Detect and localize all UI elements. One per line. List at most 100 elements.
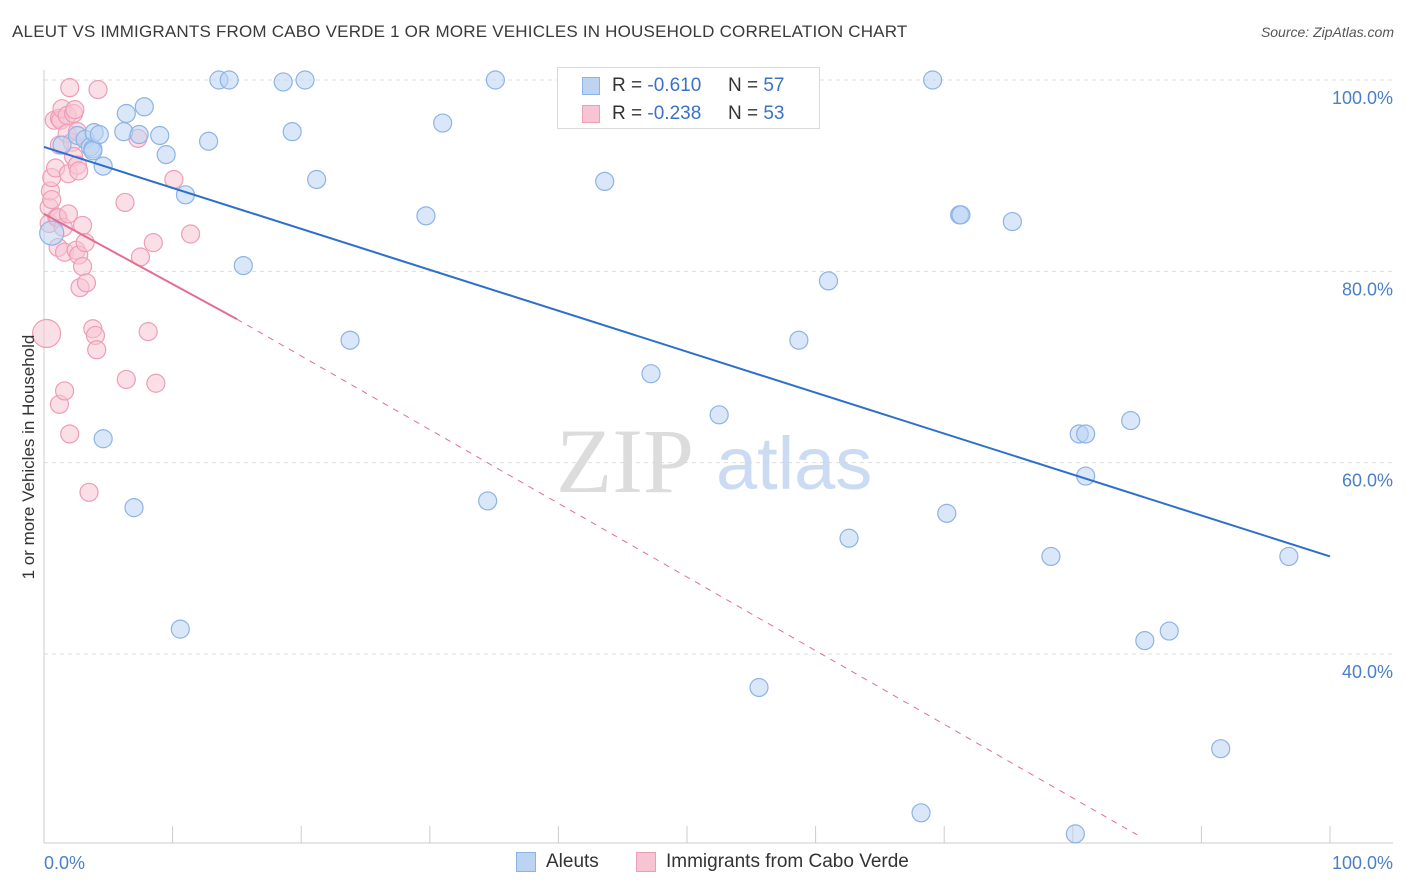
- cabo-verde-point: [79, 482, 99, 502]
- bottom-legend: Aleuts Immigrants from Cabo Verde: [0, 851, 1406, 879]
- aleut-point: [233, 255, 253, 276]
- legend-r-value-aleuts: -0.610: [647, 75, 702, 96]
- legend-r-label: R =: [612, 75, 643, 96]
- legend-item-aleuts[interactable]: Aleuts: [516, 851, 599, 873]
- legend-item-cabo-verde[interactable]: Immigrants from Cabo Verde: [636, 851, 909, 873]
- cabo-verde-point: [115, 192, 135, 213]
- aleut-point: [416, 206, 436, 226]
- legend-r-value-cabo-verde: -0.238: [647, 103, 702, 124]
- cabo-verde-point: [72, 256, 93, 277]
- y-tick-label: 40.0%: [1342, 662, 1393, 682]
- cabo-verde-point: [76, 273, 97, 293]
- source-label: Source: ZipAtlas.com: [1260, 24, 1394, 40]
- aleut-point: [839, 528, 859, 548]
- aleut-point: [433, 113, 453, 133]
- legend-swatch-aleuts: [516, 852, 536, 872]
- tick-labels: 100.0% 80.0% 60.0% 40.0% 0.0% 100.0%: [44, 88, 1393, 873]
- aleut-point: [199, 131, 219, 151]
- aleut-point: [1135, 631, 1155, 651]
- aleut-point: [485, 70, 505, 90]
- watermark-zip: ZIP: [556, 410, 694, 512]
- aleut-point: [1121, 410, 1141, 431]
- legend-n-value-aleuts: 57: [763, 75, 785, 96]
- aleut-point: [307, 169, 327, 190]
- aleut-point: [641, 364, 661, 384]
- grid-lines: [44, 79, 1393, 655]
- cabo-verde-trendline-extension: [236, 318, 1138, 836]
- cabo-verde-point: [60, 424, 80, 444]
- aleut-trendline: [43, 146, 1331, 558]
- aleut-point: [789, 330, 809, 350]
- aleut-point: [89, 124, 109, 145]
- aleut-point: [273, 72, 293, 92]
- aleut-point: [818, 271, 839, 291]
- aleut-point: [1159, 621, 1179, 641]
- cabo-verde-point: [69, 161, 89, 181]
- aleut-point: [709, 405, 729, 425]
- legend-swatch-cabo-verde: [636, 852, 656, 872]
- cabo-verde-point: [116, 369, 136, 390]
- cabo-verde-point: [54, 381, 75, 401]
- cabo-verde-point: [181, 224, 201, 244]
- aleut-point: [749, 677, 769, 698]
- cabo-verde-trendline: [43, 213, 238, 321]
- legend-swatch-cabo-verde: [582, 105, 600, 123]
- aleut-point: [1279, 546, 1299, 567]
- aleut-point: [93, 429, 113, 449]
- legend-label-aleuts: Aleuts: [546, 851, 599, 872]
- y-axis-label: 1 or more Vehicles in Household: [19, 335, 38, 580]
- aleut-point: [295, 70, 315, 90]
- watermark: ZIP atlas: [556, 410, 872, 512]
- aleut-point: [951, 205, 971, 225]
- aleut-point: [170, 619, 190, 639]
- legend-label-cabo-verde: Immigrants from Cabo Verde: [666, 851, 909, 872]
- aleut-point: [1041, 546, 1061, 567]
- cabo-verde-point: [31, 318, 62, 349]
- cabo-verde-point: [65, 100, 85, 120]
- y-tick-label: 100.0%: [1332, 88, 1393, 108]
- legend-r-label: R =: [612, 103, 643, 124]
- cabo-verde-point: [138, 322, 158, 342]
- cabo-verde-point: [58, 204, 79, 224]
- watermark-atlas: atlas: [716, 422, 872, 505]
- series-aleuts: [39, 70, 1299, 844]
- aleut-point: [116, 103, 136, 124]
- chart-title: ALEUT VS IMMIGRANTS FROM CABO VERDE 1 OR…: [12, 22, 908, 41]
- cabo-verde-point: [87, 340, 107, 360]
- aleut-point: [219, 70, 239, 90]
- aleut-point: [911, 803, 931, 823]
- aleut-point: [1211, 739, 1231, 759]
- aleut-point: [478, 491, 498, 511]
- legend-n-label: N =: [727, 75, 759, 96]
- legend-swatch-aleuts: [582, 77, 600, 95]
- aleut-point: [282, 122, 302, 142]
- aleut-point: [134, 97, 154, 117]
- cabo-verde-point: [60, 78, 80, 98]
- legend-n-label: N =: [727, 103, 759, 124]
- aleut-point: [1065, 824, 1085, 844]
- cabo-verde-point: [143, 233, 163, 253]
- legend-box: R = -0.610 N = 57 R = -0.238 N = 53: [557, 67, 820, 129]
- legend-n-value-cabo-verde: 53: [763, 103, 785, 124]
- y-tick-label: 60.0%: [1342, 471, 1393, 491]
- legend-row-aleuts: R = -0.610 N = 57: [582, 72, 784, 100]
- aleut-point: [124, 498, 144, 518]
- y-tick-label: 80.0%: [1342, 279, 1393, 299]
- cabo-verde-point: [42, 189, 62, 210]
- aleut-point: [595, 171, 615, 192]
- trendlines: [43, 146, 1331, 836]
- aleut-point: [83, 141, 103, 161]
- cabo-verde-point: [88, 79, 108, 100]
- aleut-point: [52, 135, 72, 155]
- aleut-point: [129, 124, 149, 145]
- x-tick-label-max: 100.0%: [1332, 853, 1393, 873]
- legend-row-cabo-verde: R = -0.238 N = 53: [582, 100, 784, 128]
- aleut-point: [923, 70, 943, 90]
- aleut-point: [39, 220, 65, 246]
- aleut-point: [150, 125, 170, 146]
- x-tick-label-min: 0.0%: [44, 853, 85, 873]
- aleut-point: [156, 145, 176, 165]
- aleut-point: [937, 503, 957, 523]
- aleut-point: [1076, 424, 1096, 444]
